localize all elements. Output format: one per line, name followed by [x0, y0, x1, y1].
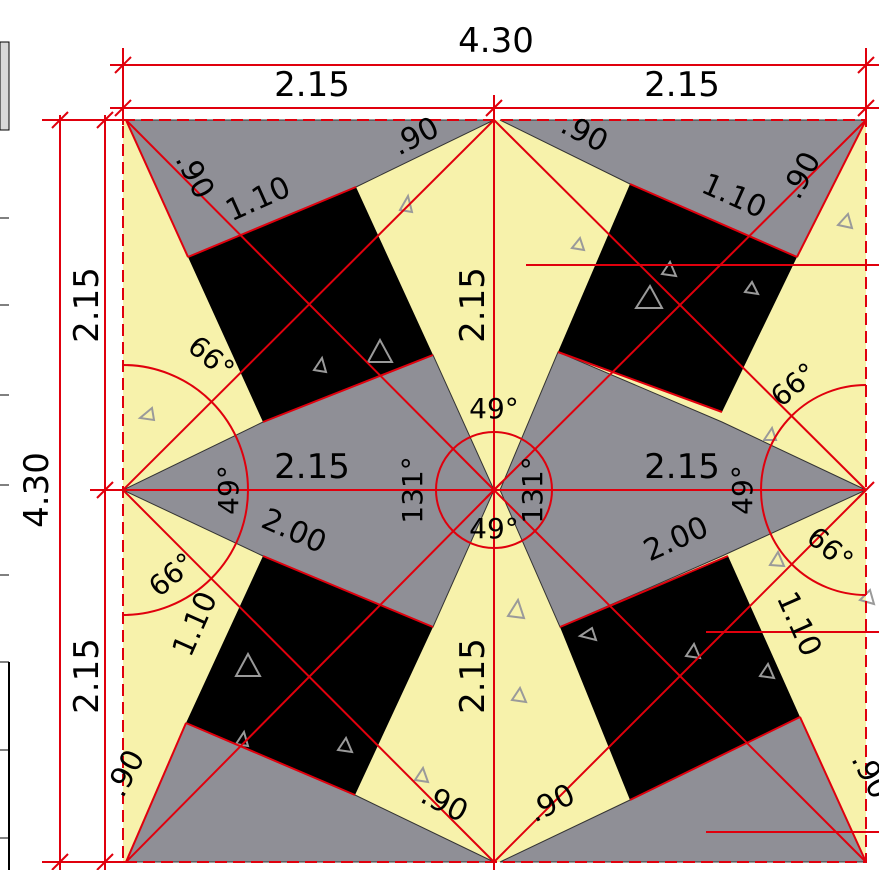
top-right-half-label: 2.15: [644, 65, 720, 105]
angle-131-right: 131°: [516, 456, 549, 523]
construction-lines: [94, 105, 879, 870]
dimension-lines: [42, 48, 879, 870]
left-h-label: 2.15: [274, 447, 350, 487]
top-left-half-label: 2.15: [274, 65, 350, 105]
angle-49-bottom: 49°: [469, 512, 519, 545]
left-total-label: 4.30: [17, 452, 57, 528]
angle-49-right: 49°: [726, 465, 759, 515]
left-strip: [0, 41, 10, 870]
square-top-right: [558, 184, 797, 412]
angle-49-left: 49°: [212, 465, 245, 515]
center-upper-label: 2.15: [453, 267, 493, 343]
center-lower-label: 2.15: [453, 638, 493, 714]
left-top-half-label: 2.15: [67, 267, 107, 343]
right-h-label: 2.15: [644, 447, 720, 487]
left-bottom-half-label: 2.15: [67, 638, 107, 714]
top-total-label: 4.30: [458, 21, 534, 61]
angle-131-left: 131°: [396, 456, 429, 523]
angle-49-top: 49°: [469, 392, 519, 425]
texture-marks-dark: [234, 259, 776, 754]
